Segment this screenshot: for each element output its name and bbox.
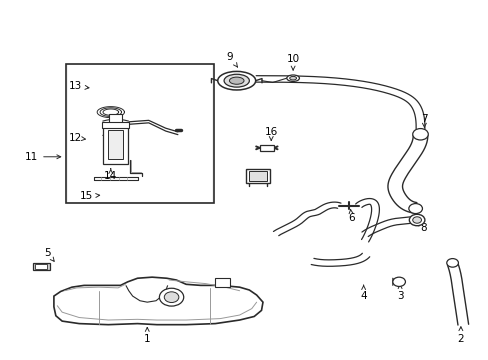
Circle shape bbox=[412, 129, 427, 140]
Polygon shape bbox=[54, 277, 263, 325]
Bar bbox=[65, 64, 213, 203]
Text: 15: 15 bbox=[80, 191, 100, 201]
Text: 17: 17 bbox=[258, 172, 271, 185]
Circle shape bbox=[412, 217, 421, 223]
Ellipse shape bbox=[286, 75, 299, 81]
Text: 16: 16 bbox=[264, 127, 277, 140]
Bar bbox=[246, 168, 269, 183]
Bar bbox=[102, 122, 129, 128]
Bar bbox=[67, 65, 211, 202]
Ellipse shape bbox=[224, 74, 249, 87]
Circle shape bbox=[408, 203, 422, 213]
Ellipse shape bbox=[229, 77, 244, 84]
Text: 2: 2 bbox=[457, 327, 463, 344]
Bar bbox=[103, 125, 128, 164]
Text: 7: 7 bbox=[420, 114, 427, 127]
Text: 1: 1 bbox=[143, 328, 150, 344]
Circle shape bbox=[446, 258, 458, 267]
Text: 9: 9 bbox=[226, 52, 237, 67]
Text: 8: 8 bbox=[416, 221, 426, 233]
Text: 11: 11 bbox=[25, 152, 61, 162]
Text: 13: 13 bbox=[68, 81, 89, 91]
Ellipse shape bbox=[217, 71, 255, 90]
Bar bbox=[32, 263, 50, 270]
Text: 10: 10 bbox=[286, 54, 299, 70]
Text: 5: 5 bbox=[44, 248, 54, 261]
Text: 4: 4 bbox=[360, 285, 366, 301]
Circle shape bbox=[164, 292, 179, 302]
Bar bbox=[259, 145, 274, 151]
Circle shape bbox=[159, 288, 183, 306]
Ellipse shape bbox=[289, 76, 296, 80]
Bar bbox=[108, 130, 123, 158]
Text: 14: 14 bbox=[104, 168, 117, 181]
Text: 12: 12 bbox=[68, 133, 85, 143]
Bar bbox=[109, 114, 122, 125]
Text: 6: 6 bbox=[347, 210, 354, 222]
Circle shape bbox=[392, 277, 405, 287]
Bar bbox=[249, 171, 266, 181]
Bar bbox=[35, 264, 47, 269]
Bar bbox=[215, 278, 229, 287]
Circle shape bbox=[408, 214, 424, 226]
Text: 3: 3 bbox=[396, 285, 403, 301]
